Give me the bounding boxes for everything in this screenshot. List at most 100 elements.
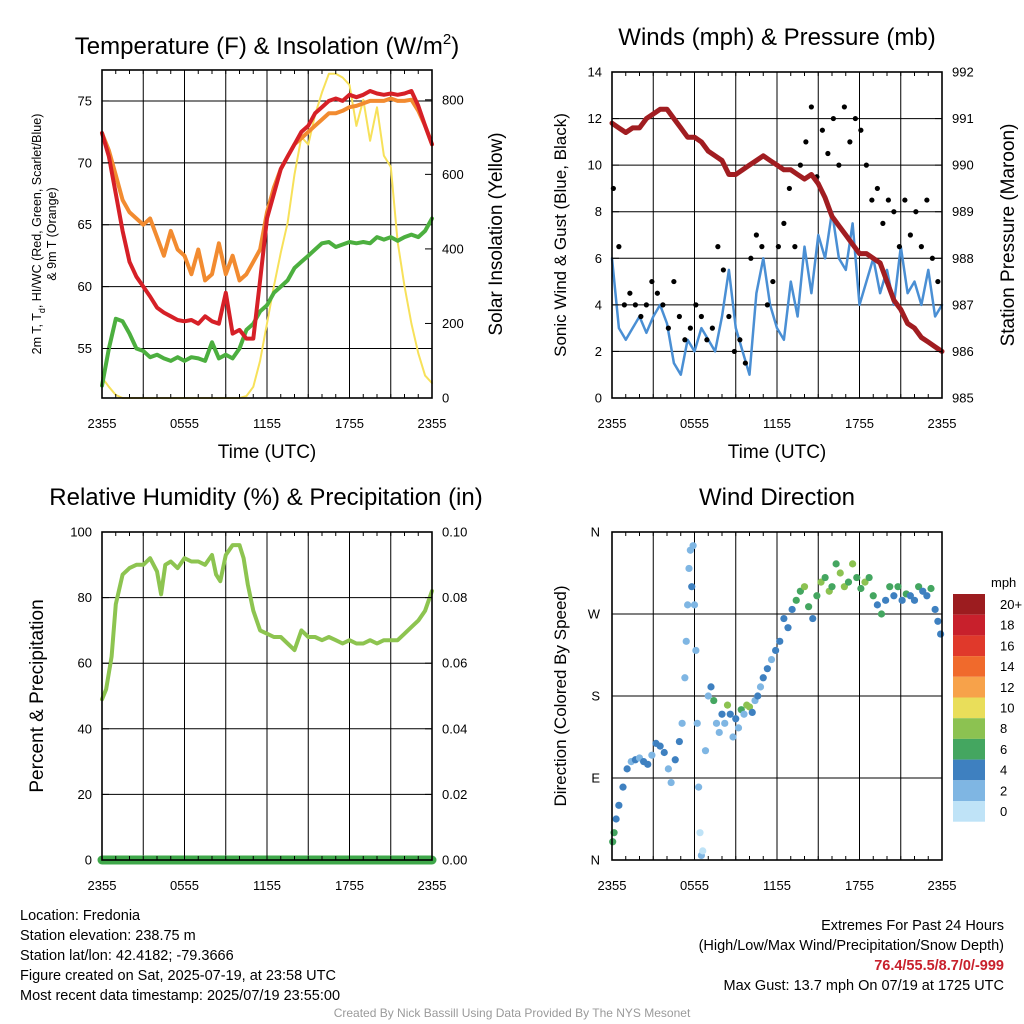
wind-chart-ytick-label: 12 <box>588 111 602 126</box>
wind-chart-gust-point <box>698 313 704 320</box>
wind-chart-gust-point <box>671 278 677 285</box>
wind-chart-gust-point <box>775 244 781 250</box>
wind-chart-gust-point <box>885 197 891 203</box>
direction-chart-ytick-label: N <box>591 853 600 868</box>
rh-chart-xtick-label: 1755 <box>335 878 364 893</box>
wind-chart-ytick-right-label: 992 <box>952 65 974 80</box>
direction-chart-point <box>800 583 809 591</box>
direction-chart-point <box>890 592 898 600</box>
direction-chart-ylabel: Direction (Colored By Speed) <box>551 585 570 806</box>
wind-chart-gust-point <box>638 313 644 320</box>
wind-chart-gust-point <box>715 244 721 250</box>
direction-chart-legend-swatch <box>953 614 985 636</box>
wind-chart-gust-point <box>682 337 688 343</box>
wind-chart-gust-point <box>649 278 655 285</box>
wind-chart-ylabel: Sonic Wind & Gust (Blue, Black) <box>551 113 570 357</box>
direction-chart-legend-swatch <box>953 718 985 739</box>
direction-chart-point <box>915 583 923 591</box>
temp-chart-ytick-label: 70 <box>78 155 92 170</box>
direction-chart-point <box>612 815 620 823</box>
direction-chart-point <box>869 592 877 600</box>
direction-chart-legend-swatch <box>953 676 985 698</box>
wind-chart-gust-point <box>808 104 814 110</box>
direction-chart-xtick-label: 2355 <box>928 878 957 893</box>
direction-chart-point <box>759 674 767 682</box>
direction-chart-point <box>745 703 754 711</box>
wind-chart-gust-point <box>786 185 792 192</box>
wind-chart-gust-point <box>929 255 935 261</box>
wind-chart-wind-line <box>610 210 944 376</box>
direction-chart-legend-swatch <box>953 801 985 822</box>
rh-chart-rh-line <box>100 543 434 702</box>
direction-chart-point <box>788 605 796 614</box>
wind-chart-gust-point <box>616 244 622 250</box>
wind-chart-gust-point <box>759 244 765 250</box>
wind-chart-gust-point <box>753 232 759 238</box>
direction-chart-point <box>707 683 715 691</box>
direction-chart-point <box>718 710 726 718</box>
direction-chart-legend-label: 10 <box>1000 701 1014 716</box>
temp-chart-series-0 <box>100 89 434 341</box>
direction-chart-point <box>821 573 829 582</box>
temp-chart-ylabel-line1: 2m T, Td, HI/WC (Red, Green, Scarlet/Blu… <box>30 114 47 355</box>
direction-chart-xtick-label: 1155 <box>763 878 791 893</box>
direction-chart-legend-label: 12 <box>1000 680 1014 695</box>
temp-chart-xtick-label: 1155 <box>253 416 281 431</box>
direction-chart-point <box>615 801 623 809</box>
temp-chart-ytick-label: 65 <box>78 217 92 232</box>
direction-chart-ytick-label: E <box>591 771 600 786</box>
wind-chart-ytick-right-label: 987 <box>952 297 974 312</box>
direction-chart-point <box>734 724 743 732</box>
temp-chart-xlabel: Time (UTC) <box>218 442 317 463</box>
direction-chart-point <box>699 847 707 855</box>
wind-chart-gust-point <box>830 115 836 122</box>
wind-chart-gust-point <box>803 139 809 145</box>
wind-chart-ytick-label: 0 <box>595 391 602 406</box>
credit-text: Created By Nick Bassill Using Data Provi… <box>333 1006 691 1020</box>
direction-chart-legend-swatch <box>953 738 985 760</box>
rh-chart-ytick-right-label: 0.10 <box>442 525 467 540</box>
direction-chart-point <box>623 765 631 773</box>
direction-chart-title: Wind Direction <box>699 484 855 511</box>
rh-chart-ytick-label: 80 <box>78 590 92 605</box>
rh-chart-ytick-right-label: 0.00 <box>442 853 467 868</box>
direction-chart-point <box>748 708 756 717</box>
direction-chart-point <box>906 592 914 600</box>
wind-chart-gust-point <box>693 302 699 308</box>
extremes-heading: Extremes For Past 24 Hours <box>821 918 1004 934</box>
wind-chart-xtick-label: 1155 <box>763 416 791 431</box>
direction-chart-point <box>784 624 792 632</box>
wind-chart-ytick-label: 6 <box>595 251 602 266</box>
direction-chart-point <box>715 728 723 737</box>
wind-chart-gust-point <box>825 150 831 157</box>
wind-chart-gust-point <box>709 325 715 331</box>
direction-chart-xtick-label: 0555 <box>680 878 709 893</box>
direction-chart-point <box>796 587 804 595</box>
rh-chart-ytick-label: 100 <box>70 525 92 540</box>
max-gust-text: Max Gust: 13.7 mph On 07/19 at 1725 UTC <box>723 978 1004 994</box>
rh-chart-ytick-label: 60 <box>78 656 92 671</box>
direction-chart-point <box>675 737 683 746</box>
wind-chart-gust-point <box>660 302 666 308</box>
wind-chart-gust-point <box>731 348 737 355</box>
direction-chart-point <box>704 692 712 700</box>
extremes-info: Extremes For Past 24 Hours (High/Low/Max… <box>699 916 1004 996</box>
rh-chart-xtick-label: 0555 <box>170 878 199 893</box>
wind-chart-gust-point <box>847 139 853 145</box>
temp-chart-ytick-right-label: 600 <box>442 167 464 182</box>
direction-chart-point <box>656 742 664 750</box>
direction-chart-point <box>619 783 627 791</box>
direction-chart-point <box>644 760 652 768</box>
wind-chart-gust-point <box>781 220 787 226</box>
direction-chart-point <box>754 692 762 700</box>
wind-chart-gust-point <box>770 278 776 285</box>
temp-chart-ytick-right-label: 200 <box>442 316 464 331</box>
wind-chart-gust-point <box>665 325 671 331</box>
direction-chart-point <box>682 637 690 645</box>
wind-chart-gust-point <box>632 302 638 308</box>
direction-chart-point <box>671 756 679 764</box>
wind-chart-gust-point <box>627 290 633 296</box>
direction-chart-legend-swatch <box>953 759 985 781</box>
direction-chart-point <box>857 584 865 593</box>
